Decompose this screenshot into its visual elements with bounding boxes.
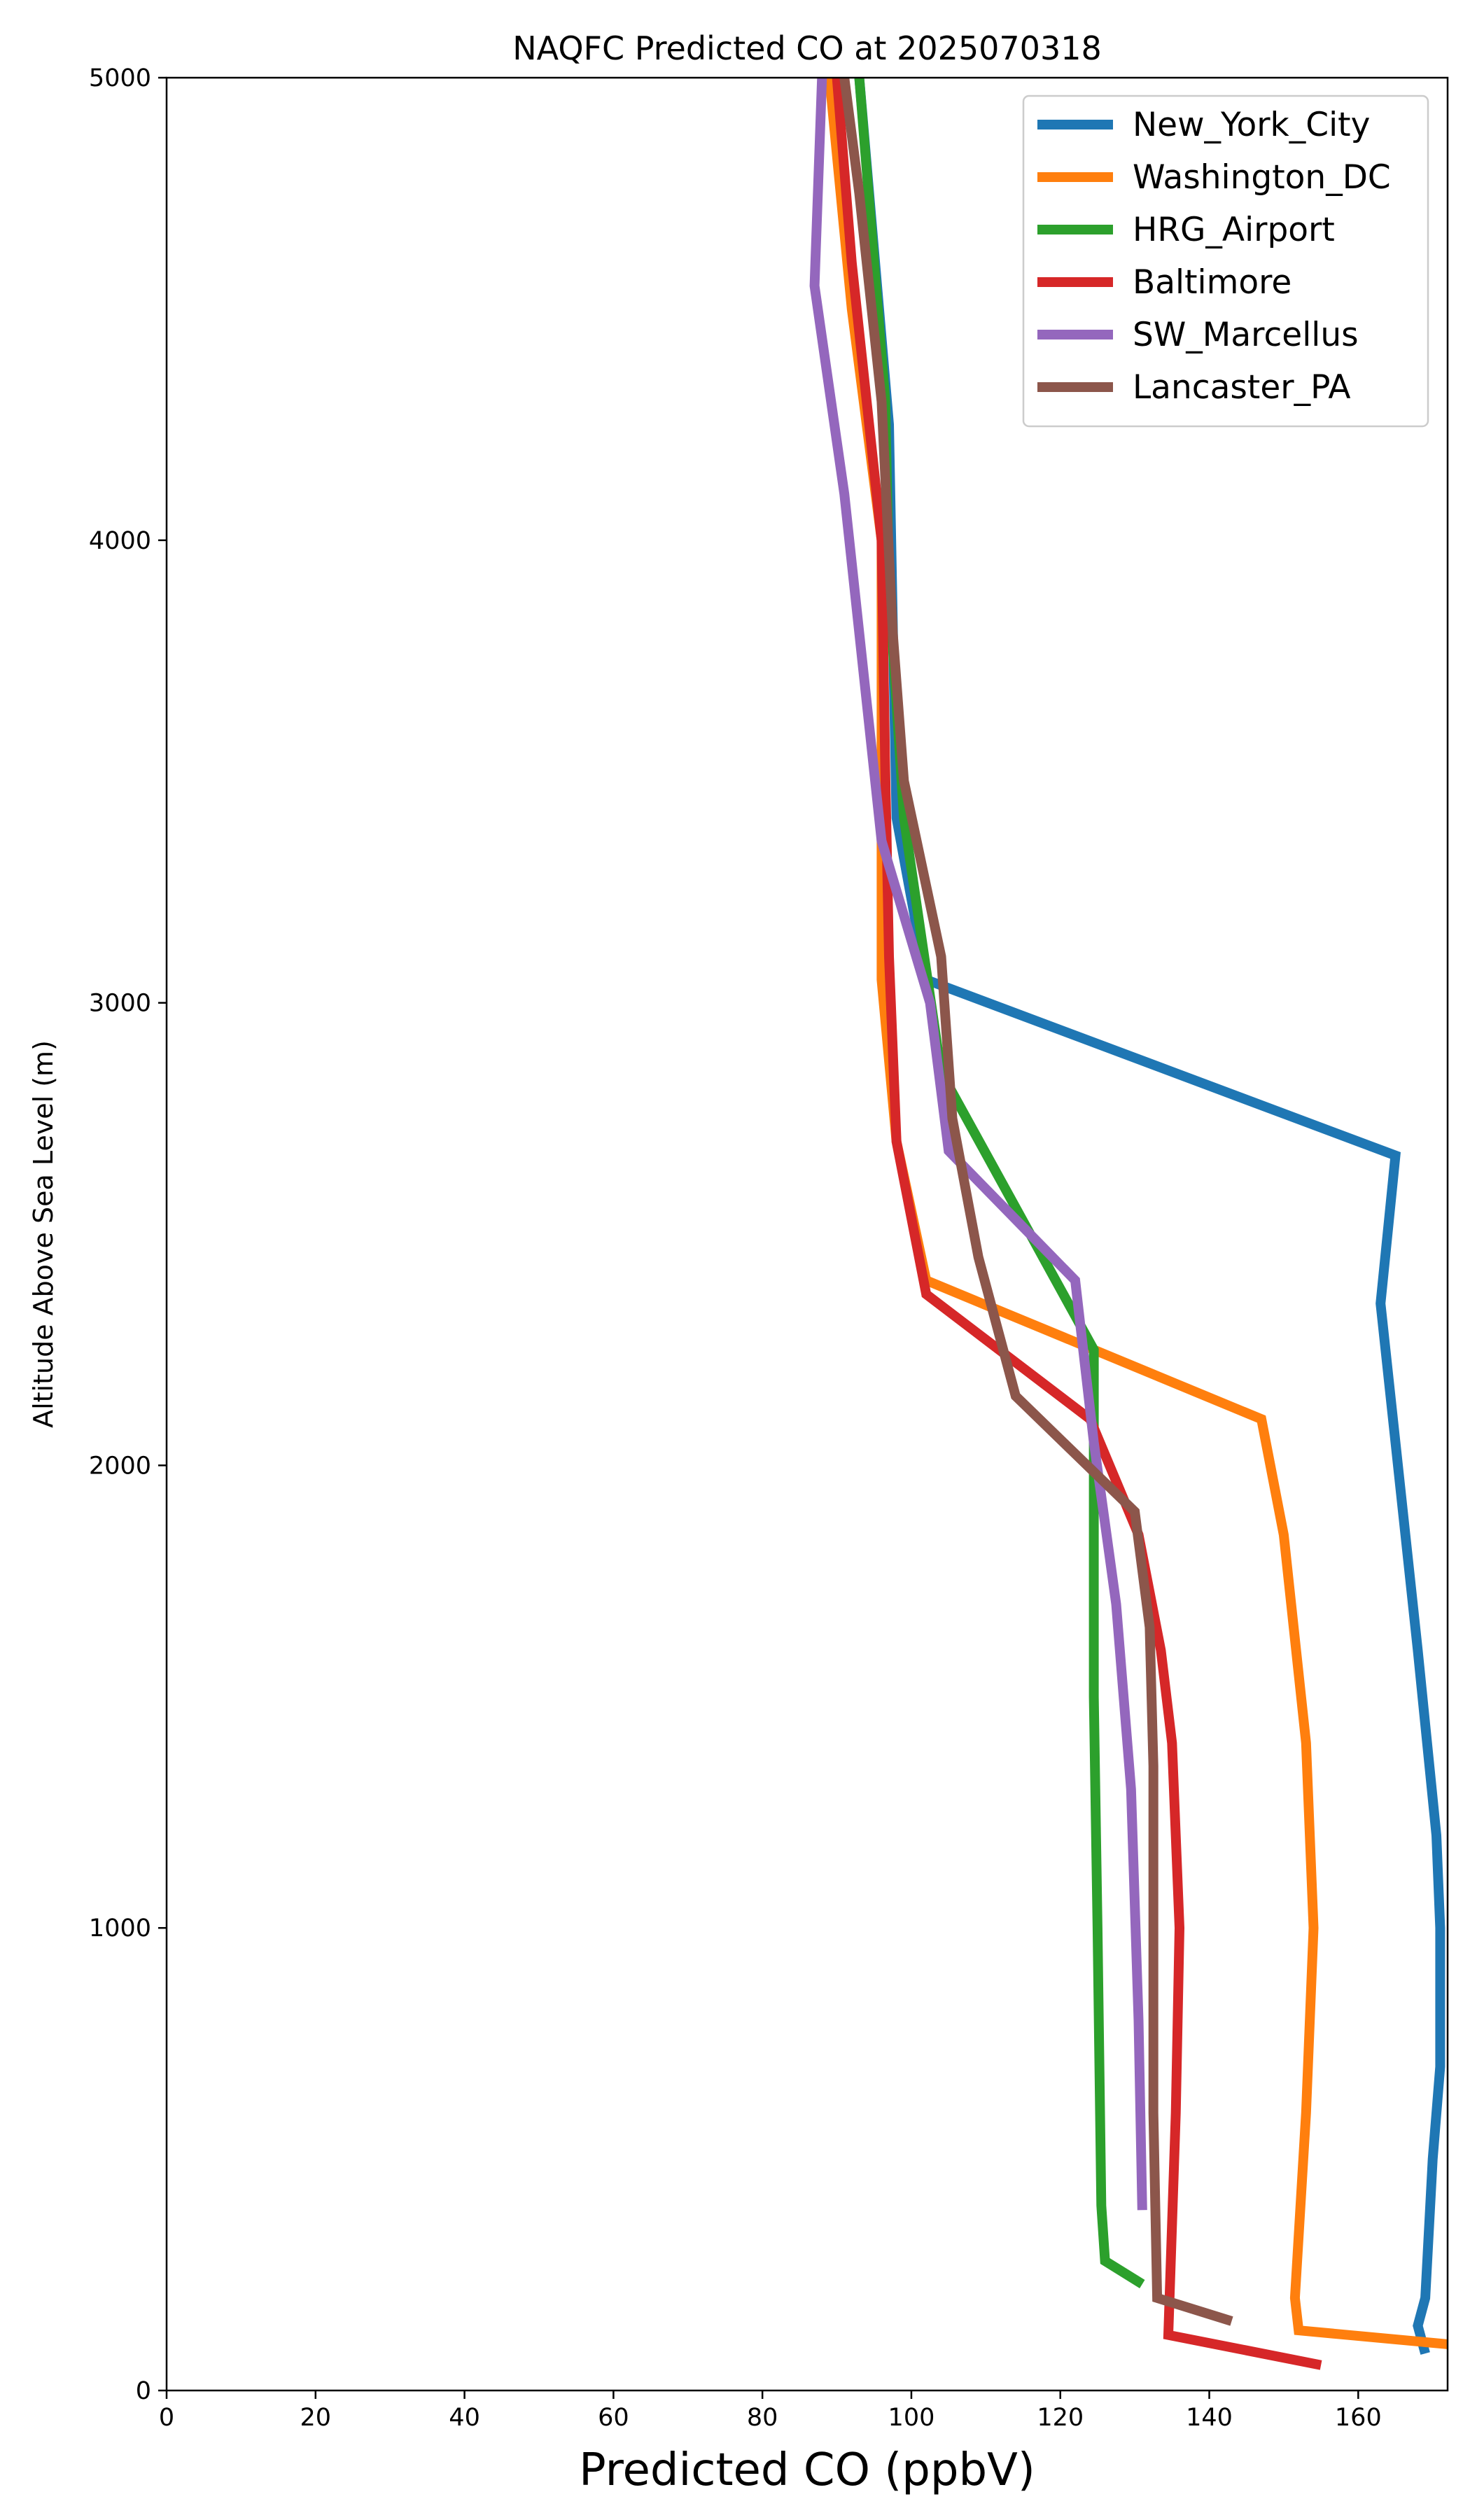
x-tick-label: 100 — [888, 2404, 935, 2432]
series-layer — [809, 78, 1448, 2370]
legend-label: Lancaster_PA — [1133, 368, 1351, 407]
plot-area-frame — [165, 76, 1449, 2392]
y-tick-label: 5000 — [89, 64, 151, 92]
y-tick-label: 2000 — [89, 1452, 151, 1480]
y-axis: 0 1000 2000 3000 4000 5000 — [89, 64, 167, 2405]
y-tick-label: 0 — [136, 2377, 151, 2405]
y-tick-label: 1000 — [89, 1914, 151, 1942]
series-line-new-york-city — [854, 78, 1446, 2355]
legend-box — [1022, 94, 1429, 428]
legend: New_York_City Washington_DC HRG_Airport Bal… — [1022, 94, 1429, 428]
x-tick-label: 0 — [159, 2404, 174, 2432]
x-tick-label: 160 — [1335, 2404, 1382, 2432]
x-tick-label: 140 — [1186, 2404, 1233, 2432]
x-tick-label: 60 — [598, 2404, 629, 2432]
legend-label: HRG_Airport — [1133, 211, 1335, 249]
series-line-lancaster-pa — [839, 78, 1233, 2326]
y-tick-label: 4000 — [89, 527, 151, 555]
legend-label: New_York_City — [1133, 106, 1370, 144]
chart-title: NAQFC Predicted CO at 2025070318 — [512, 29, 1102, 67]
legend-label: Washington_DC — [1133, 158, 1391, 197]
x-axis: 0 20 40 60 80 100 120 140 160 — [159, 2390, 1382, 2432]
x-tick-label: 20 — [300, 2404, 332, 2432]
y-tick-label: 3000 — [89, 990, 151, 1018]
x-tick-label: 80 — [747, 2404, 778, 2432]
series-line-sw-marcellus — [809, 78, 1147, 2211]
x-tick-label: 40 — [449, 2404, 480, 2432]
legend-label: Baltimore — [1133, 263, 1292, 302]
x-tick-label: 120 — [1037, 2404, 1084, 2432]
legend-label: SW_Marcellus — [1133, 316, 1359, 354]
y-axis-label: Altitude Above Sea Level (m) — [28, 1040, 59, 1428]
x-axis-label: Predicted CO (ppbV) — [579, 2444, 1035, 2496]
